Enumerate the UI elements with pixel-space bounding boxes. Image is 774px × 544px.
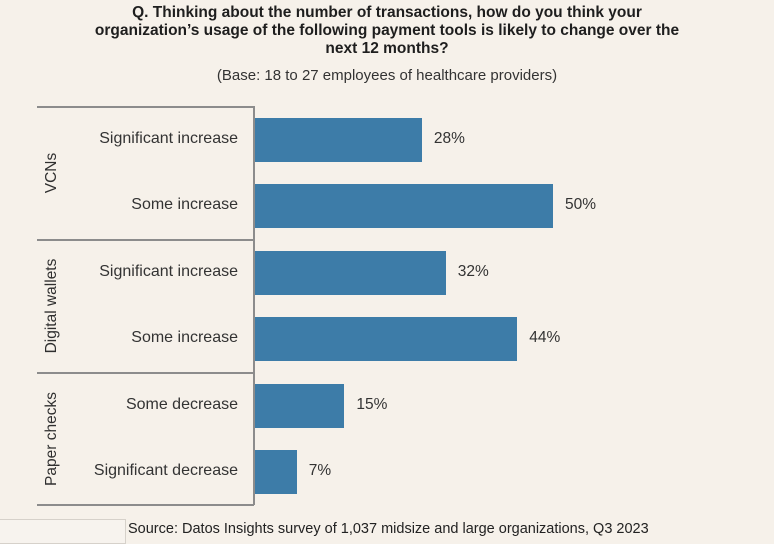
bar [255,317,518,361]
chart-subtitle: (Base: 18 to 27 employees of healthcare … [216,67,558,84]
category-label: Some decrease [125,396,238,413]
category-label: Some increase [131,196,238,213]
group-divider [37,106,254,108]
source-box-decoration [0,519,126,544]
group-divider [37,239,254,241]
data-label: 50% [565,196,597,213]
source-note: Source: Datos Insights survey of 1,037 m… [128,521,649,537]
group-divider [37,372,254,374]
category-label: Significant increase [99,130,238,147]
data-label: 7% [308,462,332,479]
group-label: Paper checks [43,391,60,486]
category-axis-line [253,106,255,505]
data-label: 32% [457,263,489,280]
chart-title-line: organization’s usage of the following pa… [94,22,680,39]
data-label: 44% [529,329,561,346]
category-label: Some increase [131,329,238,346]
group-label: VCNs [43,152,60,193]
bar [255,251,446,295]
group-label: Digital wallets [43,258,60,353]
chart-title: Q. Thinking about the number of transact… [0,4,774,58]
category-label: Significant increase [99,263,238,280]
bar [255,450,297,494]
chart-title-line: Q. Thinking about the number of transact… [132,4,642,21]
bar [255,384,345,428]
bar [255,184,553,228]
chart-title-line: next 12 months? [325,40,449,57]
data-label: 15% [356,396,388,413]
data-label: 28% [433,130,465,147]
group-divider [37,504,254,506]
bar [255,118,422,162]
category-label: Significant decrease [93,462,238,479]
